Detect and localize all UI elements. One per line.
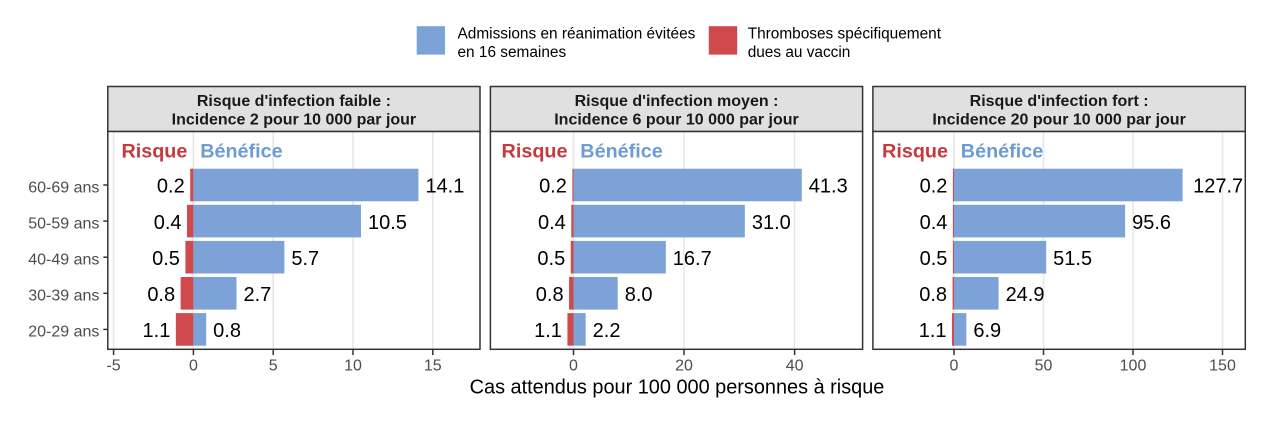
- svg-text:Bénéfice: Bénéfice: [580, 141, 662, 163]
- svg-text:0.4: 0.4: [538, 212, 566, 234]
- svg-text:31.0: 31.0: [752, 212, 791, 234]
- svg-text:5.7: 5.7: [291, 248, 319, 270]
- svg-text:95.6: 95.6: [1132, 212, 1171, 234]
- svg-text:0.5: 0.5: [537, 248, 565, 270]
- svg-text:50: 50: [1035, 358, 1053, 375]
- svg-text:16.7: 16.7: [673, 248, 712, 270]
- svg-text:2.7: 2.7: [243, 284, 271, 306]
- svg-text:Cas attendus pour 100 000 pers: Cas attendus pour 100 000 personnes à ri…: [470, 377, 885, 399]
- svg-text:1.1: 1.1: [143, 320, 171, 342]
- svg-text:Risque: Risque: [502, 141, 568, 163]
- svg-text:0.2: 0.2: [157, 176, 185, 198]
- svg-text:1.1: 1.1: [534, 320, 562, 342]
- svg-text:41.3: 41.3: [809, 176, 848, 198]
- svg-text:2.2: 2.2: [593, 320, 621, 342]
- svg-text:40-49 ans: 40-49 ans: [28, 252, 99, 269]
- svg-text:50-59 ans: 50-59 ans: [28, 215, 99, 232]
- svg-text:24.9: 24.9: [1006, 284, 1045, 306]
- svg-text:40: 40: [786, 358, 804, 375]
- svg-text:6.9: 6.9: [973, 320, 1001, 342]
- svg-text:0.8: 0.8: [536, 284, 564, 306]
- svg-text:10.5: 10.5: [368, 212, 407, 234]
- svg-text:1.1: 1.1: [919, 320, 947, 342]
- svg-text:0.5: 0.5: [920, 248, 948, 270]
- svg-text:Admissions en réanimation évit: Admissions en réanimation évitées: [458, 26, 696, 43]
- svg-text:Risque d'infection faible :: Risque d'infection faible :: [197, 93, 391, 110]
- svg-text:dues au vaccin: dues au vaccin: [748, 44, 851, 61]
- svg-text:14.1: 14.1: [425, 176, 464, 198]
- svg-text:0.8: 0.8: [919, 284, 947, 306]
- svg-text:0.2: 0.2: [539, 176, 567, 198]
- svg-text:150: 150: [1209, 358, 1236, 375]
- svg-text:Risque d'infection fort :: Risque d'infection fort :: [970, 93, 1149, 110]
- svg-text:30-39 ans: 30-39 ans: [28, 288, 99, 305]
- svg-text:0.5: 0.5: [152, 248, 180, 270]
- svg-text:60-69 ans: 60-69 ans: [28, 179, 99, 196]
- svg-text:Incidence 6 pour 10 000 par jo: Incidence 6 pour 10 000 par jour: [554, 111, 799, 128]
- svg-text:Incidence 20 pour 10 000 par j: Incidence 20 pour 10 000 par jour: [932, 111, 1185, 128]
- svg-text:0.2: 0.2: [920, 176, 948, 198]
- svg-text:Bénéfice: Bénéfice: [961, 141, 1043, 163]
- svg-text:0: 0: [950, 358, 959, 375]
- svg-text:0.8: 0.8: [147, 284, 175, 306]
- svg-text:0: 0: [189, 358, 198, 375]
- svg-text:127.7: 127.7: [1193, 176, 1243, 198]
- svg-text:Risque d'infection moyen :: Risque d'infection moyen :: [575, 93, 779, 110]
- svg-text:100: 100: [1120, 358, 1147, 375]
- svg-text:10: 10: [344, 358, 362, 375]
- svg-text:Incidence 2 pour 10 000 par jo: Incidence 2 pour 10 000 par jour: [172, 111, 417, 128]
- svg-text:en 16 semaines: en 16 semaines: [458, 44, 567, 61]
- svg-text:51.5: 51.5: [1053, 248, 1092, 270]
- svg-text:-5: -5: [106, 358, 120, 375]
- svg-text:0.4: 0.4: [154, 212, 182, 234]
- svg-text:20-29 ans: 20-29 ans: [28, 324, 99, 341]
- svg-text:Risque: Risque: [882, 141, 948, 163]
- svg-text:0.8: 0.8: [213, 320, 241, 342]
- svg-text:0: 0: [569, 358, 578, 375]
- svg-text:20: 20: [675, 358, 693, 375]
- svg-text:8.0: 8.0: [625, 284, 653, 306]
- svg-text:5: 5: [269, 358, 278, 375]
- svg-text:Thromboses spécifiquement: Thromboses spécifiquement: [748, 26, 942, 43]
- svg-text:Risque: Risque: [121, 141, 187, 163]
- svg-text:15: 15: [424, 358, 442, 375]
- svg-text:Bénéfice: Bénéfice: [200, 141, 282, 163]
- svg-text:0.4: 0.4: [920, 212, 948, 234]
